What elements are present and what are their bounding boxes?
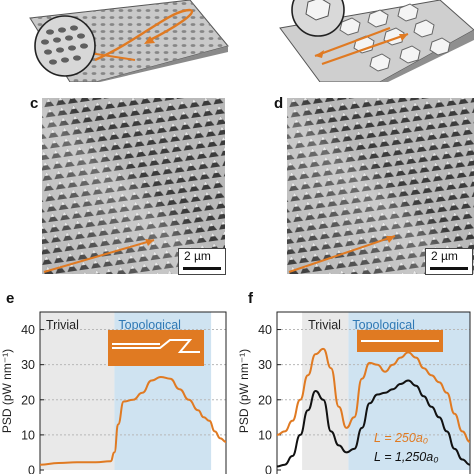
illustration-b bbox=[279, 0, 474, 82]
trivial-label-f: Trivial bbox=[308, 318, 341, 332]
zoom-dots-a bbox=[41, 25, 88, 65]
psd-curve-e bbox=[39, 375, 227, 466]
propagation-arrow-c bbox=[43, 239, 155, 273]
ytick-label: 20 bbox=[21, 393, 35, 407]
scalebar-label-d: 2 µm bbox=[431, 249, 458, 263]
yticks-e: 0 10 20 30 40 bbox=[21, 323, 44, 474]
psd-curve-f-L1250 bbox=[276, 379, 471, 468]
propagation-arrow-d bbox=[288, 235, 396, 273]
ytick-label: 40 bbox=[21, 323, 35, 337]
yticks-f: 0 10 20 30 40 bbox=[258, 323, 281, 474]
ytick-label: 40 bbox=[258, 323, 272, 337]
panel-letter-e: e bbox=[6, 290, 15, 307]
waveguide-schematic-e bbox=[108, 330, 204, 366]
axes-frame-e bbox=[39, 311, 227, 474]
ylabel-e: PSD (pW nm⁻¹) bbox=[0, 349, 14, 433]
chart-e: 0 10 20 30 40 Trivial Topological PSD (pW nm… bbox=[0, 311, 227, 474]
panel-letter-c: c bbox=[30, 95, 39, 112]
ytick-label: 10 bbox=[21, 428, 35, 442]
sem-image-c bbox=[42, 98, 225, 274]
panel-letter-f: f bbox=[248, 290, 253, 307]
trivial-label-e: Trivial bbox=[46, 318, 79, 332]
legend-orange-f: L = 250a₀ bbox=[374, 431, 428, 445]
ytick-label: 20 bbox=[258, 393, 272, 407]
ytick-label: 0 bbox=[28, 464, 35, 474]
illustration-a bbox=[29, 0, 229, 82]
waveguide-schematic-f bbox=[357, 330, 443, 352]
ytick-label: 30 bbox=[21, 358, 35, 372]
ytick-label: 30 bbox=[258, 358, 272, 372]
psd-curve-f-L250 bbox=[276, 347, 471, 443]
legend-black-f: L = 1,250a₀ bbox=[374, 450, 438, 464]
topological-label-e: Topological bbox=[118, 318, 181, 332]
ylabel-f: PSD (pW nm⁻¹) bbox=[237, 349, 251, 433]
trivial-region-f bbox=[302, 312, 349, 470]
trivial-region-e bbox=[40, 312, 115, 470]
sem-image-d bbox=[287, 98, 474, 274]
scalebar-d bbox=[425, 248, 473, 275]
ytick-label: 0 bbox=[265, 464, 272, 474]
ytick-label: 10 bbox=[258, 428, 272, 442]
panel-letter-d: d bbox=[274, 95, 284, 112]
scalebar-c bbox=[178, 248, 226, 275]
axes-frame-f bbox=[276, 311, 471, 474]
topological-label-f: Topological bbox=[352, 318, 415, 332]
scalebar-label-c: 2 µm bbox=[184, 249, 211, 263]
